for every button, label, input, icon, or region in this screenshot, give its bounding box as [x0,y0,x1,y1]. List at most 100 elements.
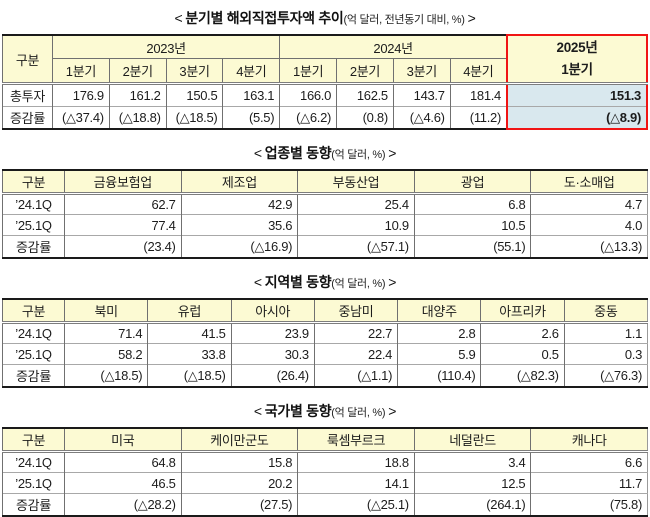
data-cell: (75.8) [530,493,648,516]
data-cell: 35.6 [180,214,298,236]
bracket-open: < [174,10,183,26]
highlight-cell: (△8.9) [506,106,648,130]
col-header: 북미 [63,299,148,323]
data-cell: (△1.1) [313,364,398,387]
table-row: ’25.1Q 58.2 33.8 30.3 22.4 5.9 0.5 0.3 [2,343,648,365]
bracket-close: > [388,403,397,419]
data-cell: 23.9 [230,322,315,344]
col-header: 도·소매업 [530,170,648,194]
data-cell: (△18.8) [108,106,167,129]
data-cell: (△18.5) [147,364,232,387]
data-cell: (△4.6) [392,106,451,129]
data-cell: 30.3 [230,343,315,365]
data-cell: 77.4 [64,214,182,236]
data-cell: 4.7 [530,193,648,215]
table-row: 증감률 (△28.2) (27.5) (△25.1) (264.1) (75.8… [2,493,648,516]
data-cell: (△76.3) [563,364,648,387]
col-header: 네덜란드 [413,428,531,452]
title-text: 국가별 동향 [264,403,332,419]
data-cell: 10.5 [413,214,531,236]
data-cell: 22.4 [313,343,398,365]
col-header: 4분기 [222,58,280,84]
data-cell: 150.5 [165,83,223,107]
data-cell: 58.2 [63,343,148,365]
table-row: 증감률 (△18.5) (△18.5) (26.4) (△1.1) (110.4… [2,364,648,387]
data-cell: 25.4 [297,193,415,215]
data-cell: (110.4) [397,364,481,387]
bracket-open: < [253,145,262,161]
data-cell: 22.7 [313,322,398,344]
data-cell: 14.1 [297,472,415,494]
data-cell: 71.4 [63,322,148,344]
data-cell: (△16.9) [180,235,298,258]
data-cell: (5.5) [222,106,280,129]
corner-header: 구분 [2,299,65,323]
data-cell: 10.9 [297,214,415,236]
col-header: 룩셈부르크 [297,428,415,452]
data-cell: 2.6 [480,322,565,344]
data-cell: 15.8 [180,451,298,473]
data-cell: 41.5 [147,322,232,344]
row-label: 증감률 [2,493,65,516]
col-header: 캐나다 [530,428,648,452]
row-label: ’24.1Q [2,451,65,473]
data-cell: 6.6 [530,451,648,473]
bracket-close: > [388,145,397,161]
data-cell: 64.8 [64,451,182,473]
data-cell: (11.2) [449,106,507,129]
region-table: 구분 북미 유럽 아시아 중남미 대양주 아프리카 중동 ’24.1Q 71.4… [2,298,648,388]
col-header: 대양주 [397,299,481,323]
row-label: 증감률 [2,106,53,129]
highlight-quarter-label: 1분기 [561,62,593,77]
col-header: 부동산업 [297,170,415,194]
data-cell: (△18.5) [165,106,223,129]
col-header: 3분기 [392,58,451,84]
data-cell: (23.4) [64,235,182,258]
row-label: ’25.1Q [2,343,65,365]
table-row: ’25.1Q 77.4 35.6 10.9 10.5 4.0 [2,214,648,236]
corner-header: 구분 [2,428,65,452]
highlight-year-label: 2025년 [556,40,598,55]
data-cell: (△13.3) [530,235,648,258]
col-header: 제조업 [180,170,298,194]
data-cell: 0.5 [480,343,565,365]
title-text: 지역별 동향 [264,274,332,290]
quarterly-table: 구분 2023년 2024년 2025년 1분기 1분기 2분기 3분기 4분기… [2,34,648,130]
data-cell: (0.8) [336,106,394,129]
data-cell: (△82.3) [480,364,565,387]
bracket-open: < [253,403,262,419]
data-cell: 46.5 [64,472,182,494]
col-header: 금융보험업 [64,170,182,194]
data-cell: (△18.5) [63,364,148,387]
data-cell: 176.9 [52,83,110,107]
corner-header: 구분 [2,170,65,194]
col-header: 광업 [413,170,531,194]
row-label: ’24.1Q [2,322,65,344]
title-unit: (억 달러, 전년동기 대비, %) [343,14,465,26]
table-row: 증감률 (△37.4) (△18.8) (△18.5) (5.5) (△6.2)… [2,106,648,130]
data-cell: (△6.2) [279,106,337,129]
highlight-cell: 151.3 [506,83,648,107]
data-cell: 42.9 [180,193,298,215]
data-cell: 1.1 [563,322,648,344]
col-header: 4분기 [449,58,507,84]
country-table: 구분 미국 케이만군도 룩셈부르크 네덜란드 캐나다 ’24.1Q 64.8 1… [2,427,648,517]
col-header: 케이만군도 [180,428,298,452]
title-unit: (억 달러, %) [331,407,386,419]
section-title-quarterly: < 분기별 해외직접투자액 추이(억 달러, 전년동기 대비, %) > [0,8,650,28]
row-label: 증감률 [2,235,65,258]
col-header: 3분기 [165,58,223,84]
data-cell: 166.0 [279,83,337,107]
data-cell: 12.5 [413,472,531,494]
data-cell: (264.1) [413,493,531,516]
data-cell: 33.8 [147,343,232,365]
title-text: 분기별 해외직접투자액 추이 [185,10,344,26]
table-row: 증감률 (23.4) (△16.9) (△57.1) (55.1) (△13.3… [2,235,648,258]
section-title-country: < 국가별 동향(억 달러, %) > [0,401,650,421]
year-header-2024: 2024년 [279,35,507,59]
row-label: 총투자 [2,83,53,107]
table-row: ’24.1Q 71.4 41.5 23.9 22.7 2.8 2.6 1.1 [2,322,648,344]
col-header: 아프리카 [480,299,565,323]
data-cell: 62.7 [64,193,182,215]
data-cell: 11.7 [530,472,648,494]
